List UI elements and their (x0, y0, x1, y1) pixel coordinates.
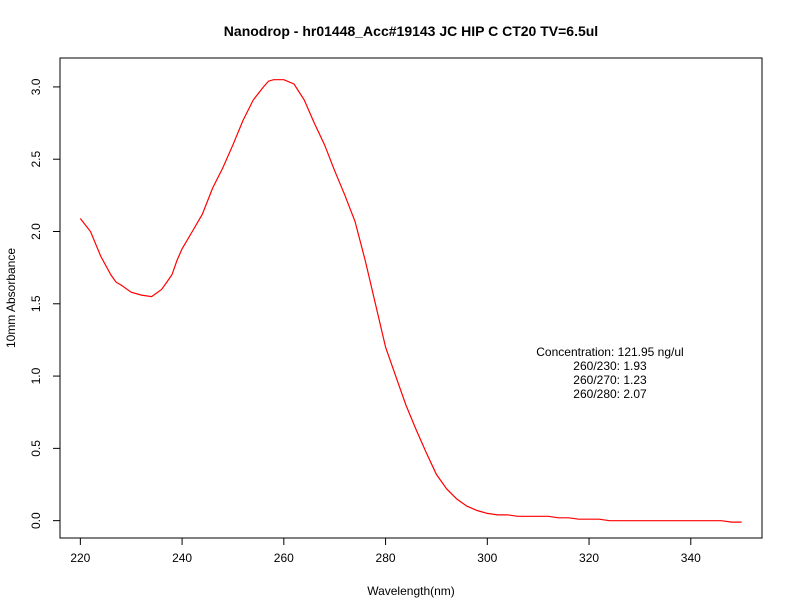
y-tick-label: 0.0 (29, 512, 43, 529)
annotation-260-230: 260/230: 1.93 (573, 359, 647, 373)
y-axis-label: 10mm Absorbance (4, 248, 18, 348)
chart-title: Nanodrop - hr01448_Acc#19143 JC HIP C CT… (224, 23, 598, 39)
x-tick-label: 340 (681, 551, 701, 565)
annotation-concentration: Concentration: 121.95 ng/ul (536, 345, 683, 359)
y-tick-label: 0.5 (29, 440, 43, 457)
x-tick-label: 260 (274, 551, 294, 565)
annotation-260-280: 260/280: 2.07 (573, 387, 647, 401)
x-tick-label: 220 (70, 551, 90, 565)
y-tick-label: 2.5 (29, 151, 43, 168)
y-tick-label: 1.0 (29, 367, 43, 384)
x-axis-label: Wavelength(nm) (367, 584, 455, 598)
y-tick-label: 2.0 (29, 223, 43, 240)
x-axis: 220 240 260 280 300 320 340 (70, 537, 701, 565)
annotation-block: Concentration: 121.95 ng/ul 260/230: 1.9… (536, 345, 683, 401)
x-tick-label: 300 (477, 551, 497, 565)
x-tick-label: 240 (172, 551, 192, 565)
annotation-260-270: 260/270: 1.23 (573, 373, 647, 387)
x-tick-label: 320 (579, 551, 599, 565)
absorbance-series-line (79, 79, 742, 523)
x-tick-label: 280 (376, 551, 396, 565)
y-axis: 0.0 0.5 1.0 1.5 2.0 2.5 3.0 (29, 78, 61, 529)
y-tick-label: 1.5 (29, 295, 43, 312)
plot-area-frame (59, 57, 763, 539)
y-tick-label: 3.0 (29, 78, 43, 95)
